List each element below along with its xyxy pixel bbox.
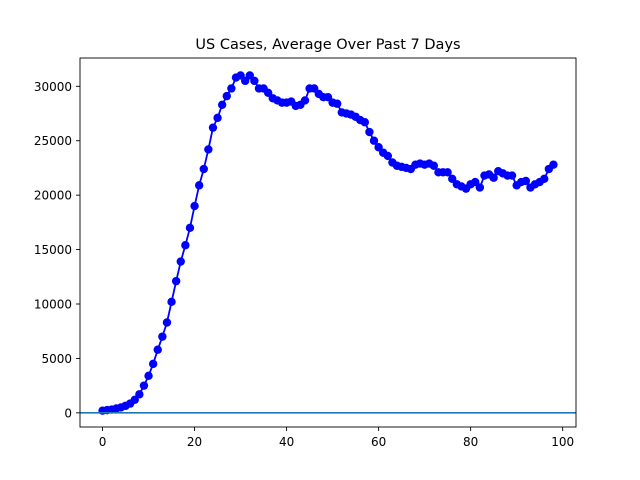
- x-tick-label: 20: [187, 435, 202, 449]
- data-point: [162, 318, 172, 327]
- data-point: [222, 91, 231, 101]
- data-point: [204, 145, 213, 154]
- data-point: [194, 181, 204, 190]
- chart-title: US Cases, Average Over Past 7 Days: [195, 37, 460, 53]
- plot-inner: [80, 71, 576, 415]
- plot-area: [80, 71, 576, 415]
- data-point: [333, 99, 342, 108]
- x-tick-label: 100: [551, 435, 574, 449]
- data-point: [181, 241, 190, 250]
- data-point: [227, 84, 236, 93]
- data-point: [158, 332, 167, 341]
- data-point: [148, 359, 158, 369]
- data-point: [250, 76, 259, 86]
- y-tick-label: 5000: [41, 352, 72, 366]
- axes-frame: [79, 57, 577, 428]
- data-point: [171, 276, 181, 286]
- data-point: [443, 168, 452, 177]
- data-point: [190, 201, 199, 211]
- data-point: [139, 381, 149, 390]
- data-point: [383, 151, 393, 161]
- data-point: [167, 297, 176, 307]
- y-tick-label: 30000: [34, 80, 72, 94]
- data-point: [429, 161, 439, 170]
- data-point: [176, 257, 185, 266]
- data-point: [300, 96, 310, 105]
- y-tick-label: 0: [64, 406, 72, 420]
- data-point: [153, 345, 162, 354]
- data-point: [489, 173, 498, 182]
- data-point: [135, 390, 144, 399]
- data-point: [199, 164, 208, 174]
- data-point: [213, 113, 222, 123]
- data-point: [360, 118, 370, 127]
- y-tick-label: 25000: [34, 134, 72, 148]
- x-tick-label: 80: [463, 435, 478, 449]
- data-point: [549, 160, 558, 169]
- data-point: [369, 136, 379, 145]
- data-point: [144, 371, 153, 381]
- x-tick-label: 40: [279, 435, 294, 449]
- data-point: [208, 123, 218, 132]
- axes: 0 20 40 60 80 100 0 5000 10000 15000 20000 25000 300…: [34, 57, 577, 449]
- data-point: [521, 176, 531, 186]
- data-point: [475, 183, 485, 192]
- data-point: [365, 127, 374, 137]
- data-point: [507, 171, 517, 180]
- data-point: [185, 223, 195, 233]
- data-point: [540, 174, 549, 184]
- x-tick-label: 60: [371, 435, 386, 449]
- data-point: [217, 100, 227, 110]
- x-tick-label: 0: [99, 435, 107, 449]
- y-tick-label: 20000: [34, 189, 72, 203]
- y-tick-label: 15000: [34, 243, 72, 257]
- y-tick-label: 10000: [34, 298, 72, 312]
